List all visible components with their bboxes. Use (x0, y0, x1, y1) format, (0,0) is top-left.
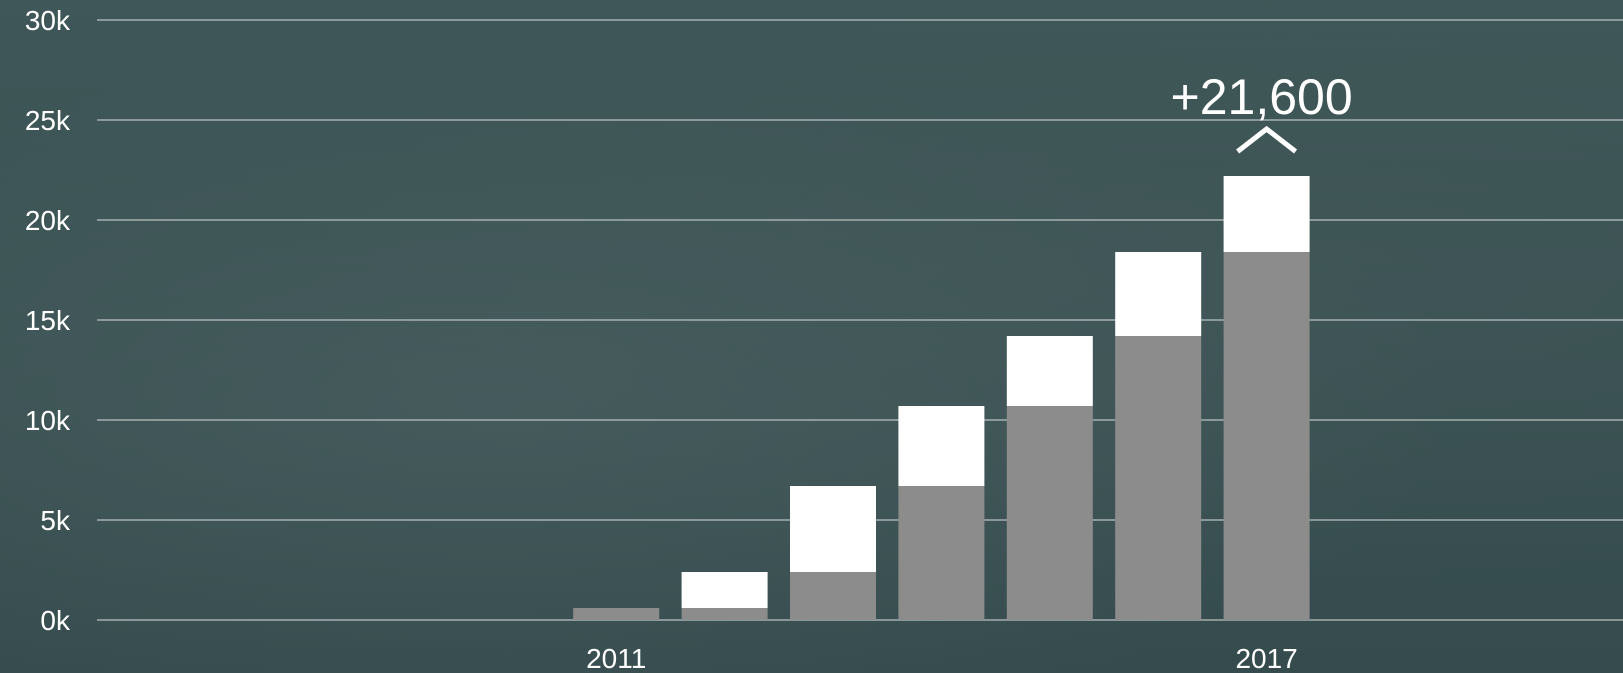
x-tick-label: 2017 (1235, 643, 1297, 673)
bar-segment (573, 608, 660, 620)
bar-segment (1223, 252, 1310, 620)
bar-segment (681, 572, 768, 608)
y-tick-label: 5k (40, 505, 71, 536)
y-axis-ticks: 0k 5k 10k 15k 20k 25k 30k (25, 5, 71, 636)
y-tick-label: 0k (40, 605, 71, 636)
y-tick-label: 25k (25, 105, 71, 136)
bar-segment (1115, 252, 1202, 336)
y-tick-label: 20k (25, 205, 71, 236)
bar-segment (1115, 336, 1202, 620)
bar-segment (681, 608, 768, 620)
annotation-label: +21,600 (1171, 69, 1353, 125)
bar-segment (1006, 336, 1093, 406)
x-tick-label: 2011 (586, 643, 646, 673)
grid-lines (97, 19, 1623, 621)
y-tick-label: 15k (25, 305, 71, 336)
annotation: +21,600 (1171, 69, 1353, 154)
bar-segment (898, 406, 985, 486)
bar-segment (790, 572, 876, 620)
y-tick-label: 10k (25, 405, 71, 436)
x-axis-ticks: 2011 2017 (586, 643, 1298, 673)
bar-segment (1223, 176, 1310, 252)
bar-segment (898, 486, 985, 620)
bar-segment (790, 486, 876, 572)
bar-segment (1006, 406, 1093, 620)
y-tick-label: 30k (25, 5, 71, 36)
caret-up-icon (1236, 125, 1298, 154)
bars (573, 176, 1310, 620)
